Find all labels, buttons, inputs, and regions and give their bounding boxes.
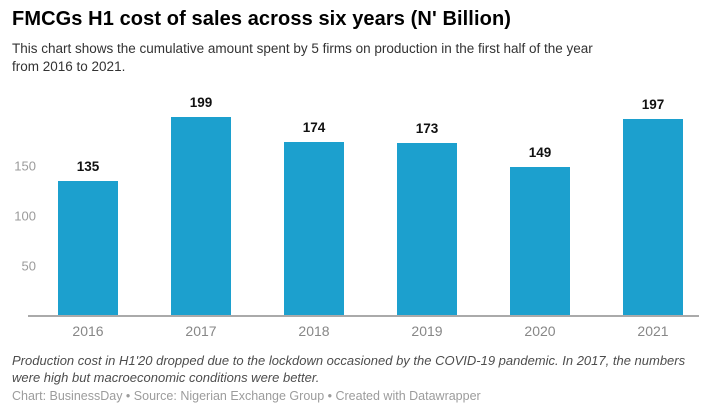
x-axis-label: 2018 <box>298 323 330 339</box>
x-axis-line <box>28 315 699 317</box>
x-axis-label: 2020 <box>524 323 556 339</box>
y-axis-tick-label: 50 <box>21 258 36 274</box>
x-axis-label: 2019 <box>411 323 443 339</box>
credits-line: Chart: BusinessDay • Source: Nigerian Ex… <box>12 389 481 403</box>
bar-2016 <box>58 181 118 316</box>
bar-2020 <box>510 167 570 316</box>
bar-value-label: 149 <box>528 145 552 160</box>
y-axis-tick-label: 100 <box>14 208 36 224</box>
bar-value-label: 173 <box>415 121 439 136</box>
bar-chart: 50 100 150 135 2016 199 2017 174 2018 173 2019 149 2… <box>0 84 711 342</box>
footnote: Production cost in H1'20 dropped due to … <box>12 353 686 385</box>
bar-value-label: 135 <box>76 159 100 174</box>
bar-2019 <box>397 143 457 316</box>
y-axis-tick-label: 150 <box>14 158 36 174</box>
bar-2018 <box>284 142 344 316</box>
bar-2021 <box>623 119 683 316</box>
bar-value-label: 197 <box>641 97 665 112</box>
x-axis-label: 2017 <box>185 323 217 339</box>
chart-subtitle: This chart shows the cumulative amount s… <box>12 41 593 74</box>
x-axis-label: 2016 <box>72 323 104 339</box>
bar-value-label: 174 <box>302 120 326 135</box>
x-axis-label: 2021 <box>637 323 669 339</box>
bar-value-label: 199 <box>189 95 213 110</box>
bar-2017 <box>171 117 231 316</box>
chart-title: FMCGs H1 cost of sales across six years … <box>12 8 512 30</box>
